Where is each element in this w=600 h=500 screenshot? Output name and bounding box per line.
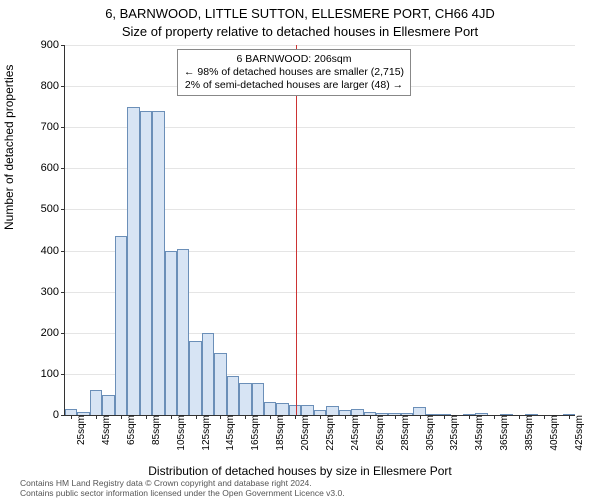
histogram-bar xyxy=(127,107,139,415)
xtick-mark xyxy=(544,415,545,419)
xtick-label: 85sqm xyxy=(149,415,162,445)
xtick-mark xyxy=(171,415,172,419)
histogram-bar xyxy=(214,353,226,415)
histogram-bar xyxy=(227,376,239,415)
ytick-label: 300 xyxy=(41,286,65,298)
xtick-label: 245sqm xyxy=(348,415,361,451)
ytick-label: 100 xyxy=(41,368,65,380)
xtick-mark xyxy=(71,415,72,419)
histogram-bar xyxy=(301,405,313,415)
ytick-label: 800 xyxy=(41,80,65,92)
ytick-label: 200 xyxy=(41,327,65,339)
xtick-label: 365sqm xyxy=(497,415,510,451)
xtick-label: 25sqm xyxy=(74,415,87,445)
xtick-mark xyxy=(320,415,321,419)
xtick-label: 325sqm xyxy=(447,415,460,451)
xtick-label: 125sqm xyxy=(199,415,212,451)
histogram-bar xyxy=(90,390,102,415)
x-axis-label: Distribution of detached houses by size … xyxy=(0,464,600,478)
xtick-label: 405sqm xyxy=(547,415,560,451)
histogram-bar xyxy=(115,236,127,415)
annotation-line-2: ← 98% of detached houses are smaller (2,… xyxy=(184,66,404,79)
xtick-label: 305sqm xyxy=(423,415,436,451)
xtick-label: 345sqm xyxy=(472,415,485,451)
chart-title-main: 6, BARNWOOD, LITTLE SUTTON, ELLESMERE PO… xyxy=(0,6,600,21)
reference-line xyxy=(296,45,297,415)
ytick-label: 0 xyxy=(53,409,65,421)
histogram-bar xyxy=(165,251,177,415)
ytick-label: 400 xyxy=(41,245,65,257)
annotation-line-3: 2% of semi-detached houses are larger (4… xyxy=(184,79,404,92)
xtick-label: 65sqm xyxy=(124,415,137,445)
xtick-label: 185sqm xyxy=(273,415,286,451)
histogram-bar xyxy=(202,333,214,415)
xtick-mark xyxy=(295,415,296,419)
xtick-mark xyxy=(220,415,221,419)
footer-line-1: Contains HM Land Registry data © Crown c… xyxy=(20,478,345,488)
xtick-label: 205sqm xyxy=(298,415,311,451)
histogram-bar xyxy=(252,383,264,415)
xtick-mark xyxy=(569,415,570,419)
xtick-label: 165sqm xyxy=(248,415,261,451)
xtick-mark xyxy=(370,415,371,419)
xtick-mark xyxy=(196,415,197,419)
annotation-box: 6 BARNWOOD: 206sqm ← 98% of detached hou… xyxy=(177,49,411,96)
xtick-mark xyxy=(519,415,520,419)
chart-title-sub: Size of property relative to detached ho… xyxy=(0,24,600,39)
gridline xyxy=(65,45,575,46)
ytick-label: 700 xyxy=(41,121,65,133)
histogram-bar xyxy=(264,402,276,415)
xtick-label: 145sqm xyxy=(223,415,236,451)
histogram-bar xyxy=(239,383,251,415)
footer-attribution: Contains HM Land Registry data © Crown c… xyxy=(20,478,345,498)
histogram-bar xyxy=(289,405,301,415)
xtick-mark xyxy=(146,415,147,419)
plot-area: 010020030040050060070080090025sqm45sqm65… xyxy=(64,45,575,416)
histogram-bar xyxy=(140,111,152,415)
xtick-mark xyxy=(245,415,246,419)
xtick-label: 385sqm xyxy=(522,415,535,451)
xtick-mark xyxy=(420,415,421,419)
xtick-mark xyxy=(444,415,445,419)
xtick-mark xyxy=(121,415,122,419)
annotation-line-1: 6 BARNWOOD: 206sqm xyxy=(184,53,404,66)
histogram-bar xyxy=(326,406,338,415)
histogram-bar xyxy=(177,249,189,416)
xtick-mark xyxy=(395,415,396,419)
histogram-bar xyxy=(152,111,164,415)
ytick-label: 500 xyxy=(41,203,65,215)
xtick-mark xyxy=(345,415,346,419)
xtick-label: 285sqm xyxy=(398,415,411,451)
xtick-label: 225sqm xyxy=(323,415,336,451)
y-axis-label: Number of detached properties xyxy=(2,65,16,230)
footer-line-2: Contains public sector information licen… xyxy=(20,488,345,498)
xtick-label: 425sqm xyxy=(572,415,585,451)
ytick-label: 600 xyxy=(41,162,65,174)
histogram-bar xyxy=(189,341,201,415)
histogram-bar xyxy=(276,403,288,415)
histogram-bar xyxy=(413,407,425,415)
ytick-label: 900 xyxy=(41,39,65,51)
xtick-mark xyxy=(96,415,97,419)
histogram-bar xyxy=(102,395,114,415)
xtick-label: 105sqm xyxy=(174,415,187,451)
xtick-mark xyxy=(469,415,470,419)
xtick-mark xyxy=(270,415,271,419)
xtick-mark xyxy=(494,415,495,419)
xtick-label: 265sqm xyxy=(373,415,386,451)
xtick-label: 45sqm xyxy=(99,415,112,445)
